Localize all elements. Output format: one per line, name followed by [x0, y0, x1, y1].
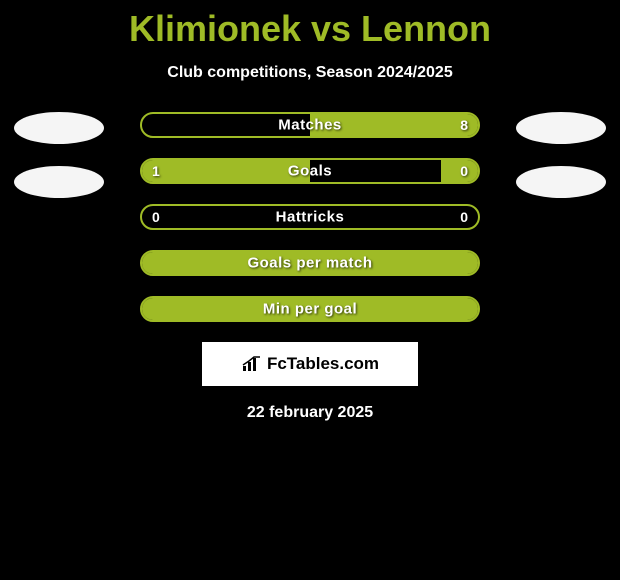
- stat-label: Hattricks: [142, 209, 478, 226]
- player-left-avatar-2: [14, 166, 104, 198]
- stat-value-right: 0: [460, 209, 468, 225]
- player-left-avatar: [14, 112, 104, 144]
- stat-value-right: 0: [460, 163, 468, 179]
- stat-row-goals-per-match: Goals per match: [140, 250, 480, 276]
- stat-row-goals: 1 Goals 0: [140, 158, 480, 184]
- stat-row-matches: Matches 8: [140, 112, 480, 138]
- comparison-chart: Matches 8 1 Goals 0 0 Hattricks 0 Goals …: [0, 112, 620, 322]
- stat-value-right: 8: [460, 117, 468, 133]
- stat-row-hattricks: 0 Hattricks 0: [140, 204, 480, 230]
- player-right-avatar-2: [516, 166, 606, 198]
- source-badge-label: FcTables.com: [267, 354, 379, 374]
- stat-label: Min per goal: [142, 301, 478, 318]
- page-subtitle: Club competitions, Season 2024/2025: [0, 64, 620, 82]
- stat-label: Matches: [142, 117, 478, 134]
- stat-label: Goals: [142, 163, 478, 180]
- source-badge: FcTables.com: [202, 342, 418, 386]
- stat-label: Goals per match: [142, 255, 478, 272]
- page-title: Klimionek vs Lennon: [0, 0, 620, 50]
- chart-icon: [241, 355, 263, 373]
- source-badge-text: FcTables.com: [241, 354, 379, 374]
- stat-row-min-per-goal: Min per goal: [140, 296, 480, 322]
- player-right-avatar: [516, 112, 606, 144]
- date-text: 22 february 2025: [0, 404, 620, 422]
